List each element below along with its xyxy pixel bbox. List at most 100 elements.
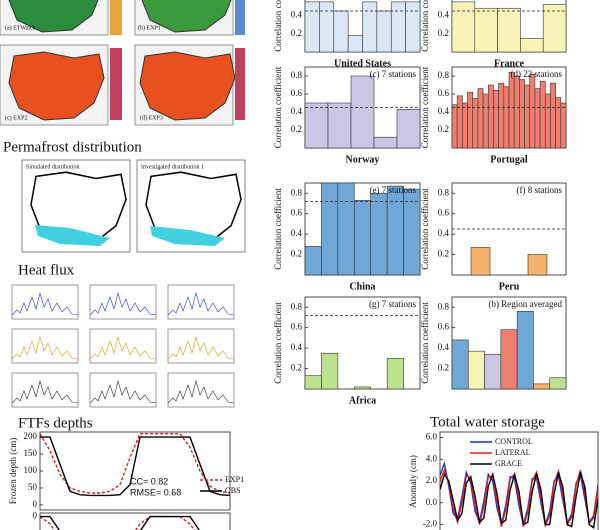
y-tick-label: 0.4	[291, 10, 303, 20]
chart-panel: 0 50 100 150 200 Frozen depth (cm) EXP1 OBS CC= …	[8, 431, 244, 511]
section-title: Permafrost distribution	[3, 139, 142, 155]
bar	[516, 311, 534, 390]
data-line	[440, 468, 598, 529]
chart-panel: 0.2 0.4 0.6 0.8 Correlation coefficient (b) R…	[420, 296, 567, 390]
y-tick-label: 0.4	[438, 106, 450, 116]
map-label: Simulated distribution	[26, 164, 80, 170]
y-tick-label: 0.8	[438, 70, 450, 80]
heat-flux-panels	[11, 284, 235, 408]
data-line	[440, 471, 598, 529]
y-tick-label: 0.2	[291, 124, 302, 134]
y-tick-label: 0.2	[438, 28, 449, 38]
bar	[482, 93, 489, 149]
bar	[467, 91, 474, 149]
y-tick-label: 0.6	[291, 208, 303, 218]
data-line	[40, 433, 230, 494]
panel-title: (g) 7 stations	[369, 299, 416, 309]
bar	[497, 7, 521, 53]
chart-panel: 0.2 0.4 Correlation coefficient United Stat…	[273, 0, 421, 69]
y-tick-label: 0.2	[438, 249, 449, 259]
bar	[321, 182, 339, 276]
plot-frame	[39, 512, 231, 530]
panel-title: (b) Region averaged	[489, 299, 563, 309]
chart-panel: 0.2 0.4 0.6 0.8 Correlation coefficient (g) 7…	[273, 296, 421, 406]
bar	[524, 84, 531, 149]
x-axis-label: United States	[334, 58, 391, 69]
chart-panel: 0.2 0.4 0.6 0.8 Correlation coefficient (e) 7…	[273, 182, 421, 292]
x-axis-label: France	[494, 58, 525, 69]
chart-panel: 0 50	[28, 511, 231, 530]
bar	[386, 358, 404, 390]
y-tick-label: 0.2	[438, 363, 449, 373]
y-tick-label: 0.8	[291, 301, 303, 311]
y-tick-label: 0.6	[438, 88, 450, 98]
legend-label: OBS	[225, 486, 241, 495]
map-label: Investigated distribution 1	[141, 164, 204, 170]
bar	[503, 86, 510, 149]
y-axis-label: Correlation coefficient	[420, 66, 430, 148]
section-title: FTFs depths	[18, 415, 93, 431]
y-axis-label: Anomaly (cm)	[408, 455, 418, 508]
x-axis-label: Norway	[346, 154, 380, 165]
bar	[542, 4, 567, 53]
chart-panel: 0.2 0.4 0.6 0.8 Correlation coefficient (f) 8…	[420, 182, 567, 292]
bar	[405, 1, 421, 53]
bar	[347, 35, 363, 53]
chart-panel: -2.0 0.0 2.0 4.0 6.0 Anomaly (cm) Total water …	[408, 414, 599, 530]
annotation: RMSE= 0.68	[130, 487, 181, 497]
y-tick-label: 0.6	[291, 88, 303, 98]
et-maps: (a) ETWatch (b) EXP1 (c) EXP2 (d) EXP3	[0, 0, 245, 126]
data-line	[40, 515, 201, 530]
y-axis-label: Correlation coefficient	[420, 188, 430, 270]
plot-frame	[39, 431, 231, 511]
bar	[337, 182, 355, 276]
y-tick-label: 0.6	[291, 322, 303, 332]
y-tick-label: 0.8	[291, 70, 303, 80]
y-tick-label: 0.4	[291, 228, 303, 238]
y-tick-label: 0.8	[438, 301, 450, 311]
y-tick-label: -2.0	[423, 519, 438, 529]
bar	[327, 102, 352, 149]
x-axis-label: China	[349, 281, 375, 292]
bar	[500, 329, 518, 390]
y-tick-label: 6.0	[426, 432, 438, 442]
x-axis-label: Peru	[499, 281, 520, 292]
y-tick-label: 0.4	[438, 10, 450, 20]
panel-title: (c) 7 stations	[370, 69, 417, 79]
annotation: CC= 0.82	[130, 476, 168, 486]
legend-label: EXP1	[225, 475, 244, 484]
bar	[539, 81, 546, 149]
bar	[403, 188, 421, 276]
bar	[467, 350, 485, 390]
map-label: (b) EXP1	[138, 24, 161, 31]
y-tick-label: 100	[24, 465, 38, 475]
bar	[304, 102, 329, 149]
bar	[534, 88, 541, 149]
bar	[362, 1, 378, 53]
y-tick-label: 2.0	[426, 475, 438, 485]
bar	[472, 98, 479, 149]
y-tick-label: 200	[24, 431, 38, 441]
chart-title: Total water storage	[430, 414, 545, 430]
bar	[376, 10, 392, 53]
bar	[519, 79, 525, 149]
legend-label: LATERAL	[495, 448, 531, 457]
bar	[304, 1, 320, 53]
bar	[456, 95, 463, 149]
bar	[386, 185, 404, 276]
y-axis-label: Correlation coefficient	[420, 0, 430, 52]
bar	[498, 82, 505, 149]
panel-title: (e) 7 stations	[370, 185, 417, 195]
panel-title: (d) 22 stations	[511, 69, 563, 79]
map-label: (c) EXP2	[5, 114, 28, 121]
bar	[477, 88, 484, 149]
bar	[508, 72, 515, 149]
plot-frame	[439, 431, 599, 530]
bar	[353, 200, 372, 276]
bar	[487, 84, 494, 149]
bar	[451, 339, 469, 390]
bar	[544, 93, 551, 149]
y-axis-label: Frozen depth (cm)	[8, 438, 18, 504]
y-tick-label: 0.4	[438, 228, 450, 238]
